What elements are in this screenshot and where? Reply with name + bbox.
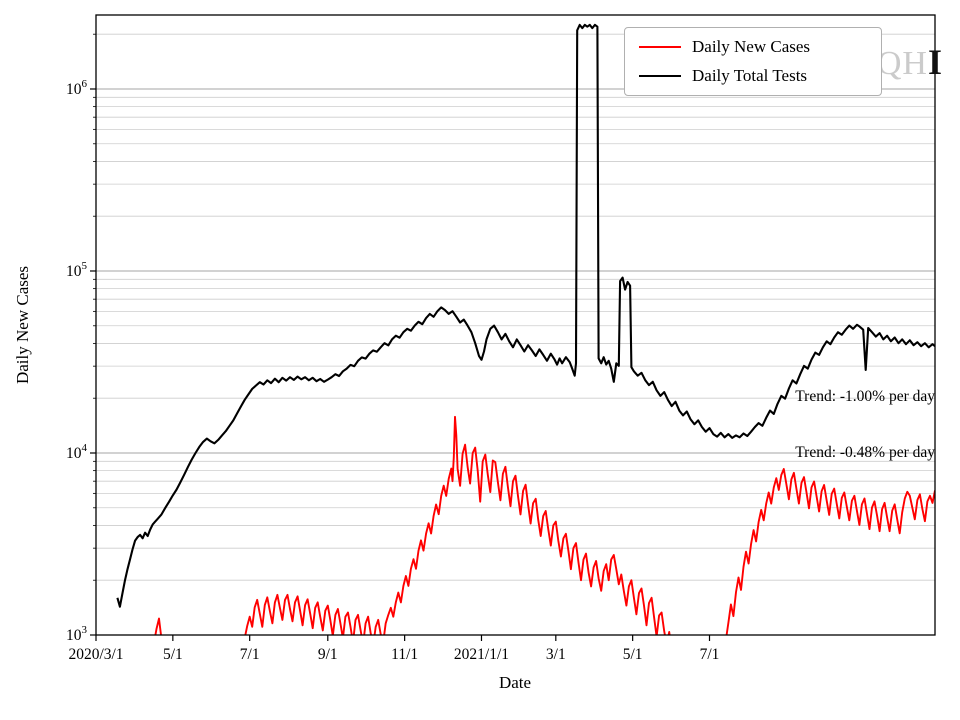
plot-border bbox=[95, 14, 936, 636]
x-tick-label: 2020/3/1 bbox=[68, 646, 123, 663]
x-tick-label: 2021/1/1 bbox=[454, 646, 509, 663]
x-axis-label: Date bbox=[499, 673, 531, 692]
x-tick-label: 3/1 bbox=[546, 646, 566, 663]
gridlines bbox=[96, 33, 935, 636]
x-tick-label: 11/1 bbox=[391, 646, 418, 663]
trend-annotation-cases: Trend: -0.48% per day bbox=[795, 444, 935, 461]
legend-entry-daily-new-cases: Daily New Cases bbox=[639, 37, 869, 57]
y-tick-label: 103 bbox=[66, 624, 88, 644]
axes-frame-and-ticks: 2020/3/1 5/1 7/1 9/1 11/1 2021/1/1 3/1 5/1 7/1 10… bbox=[66, 14, 936, 663]
red-line-swatch-icon bbox=[639, 45, 681, 49]
watermark-dark-text: I bbox=[927, 42, 942, 82]
x-tick-label: 5/1 bbox=[623, 646, 643, 663]
watermark: QHI bbox=[877, 44, 942, 81]
trend-annotation-tests: Trend: -1.00% per day bbox=[795, 388, 935, 405]
daily-new-cases-line bbox=[154, 415, 935, 635]
x-tick-label: 9/1 bbox=[318, 646, 338, 663]
legend-label-daily-total-tests: Daily Total Tests bbox=[692, 66, 808, 85]
daily-total-tests-line bbox=[116, 23, 935, 608]
y-axis-label: Daily New Cases bbox=[13, 266, 32, 384]
y-tick-label: 105 bbox=[66, 260, 88, 280]
x-tick-label: 7/1 bbox=[700, 646, 720, 663]
x-tick-label: 5/1 bbox=[163, 646, 183, 663]
legend-label-daily-new-cases: Daily New Cases bbox=[692, 37, 811, 56]
legend-entry-daily-total-tests: Daily Total Tests bbox=[639, 66, 869, 86]
watermark-gray-text: QH bbox=[876, 45, 928, 82]
black-line-swatch-icon bbox=[639, 74, 681, 78]
y-tick-label: 106 bbox=[66, 78, 88, 98]
y-tick-label: 104 bbox=[66, 442, 88, 462]
legend: Daily New Cases Daily Total Tests bbox=[624, 27, 882, 96]
series-lines bbox=[116, 23, 935, 635]
x-tick-label: 7/1 bbox=[240, 646, 260, 663]
